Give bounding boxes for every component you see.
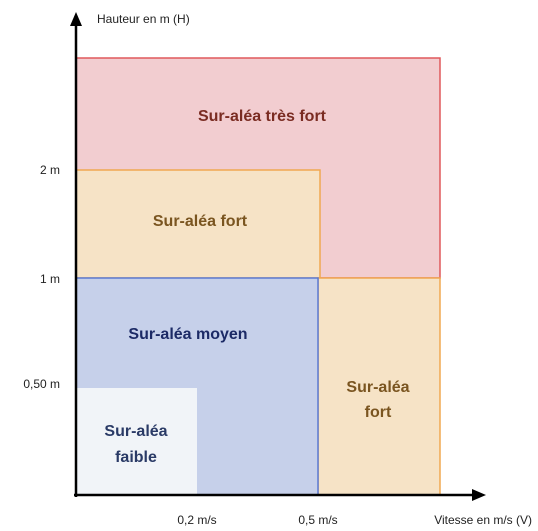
x-arrow — [472, 489, 486, 501]
zone-strong-top — [75, 169, 321, 279]
zone-label: faible — [115, 449, 157, 466]
x-tick-label: 0,5 m/s — [298, 513, 337, 527]
y-axis-label: Hauteur en m (H) — [97, 12, 190, 26]
zone-label: Sur-aléa moyen — [128, 326, 247, 343]
zone-label: Sur-aléa — [346, 379, 409, 396]
y-tick-label: 0,50 m — [23, 377, 60, 391]
y-arrow — [70, 12, 82, 26]
zone-label: Sur-aléa — [104, 423, 167, 440]
y-tick-label: 2 m — [40, 163, 60, 177]
zone-label: Sur-aléa fort — [153, 213, 248, 230]
zone-low — [76, 388, 197, 495]
zone-label: fort — [365, 404, 392, 421]
x-tick-label: 0,2 m/s — [177, 513, 216, 527]
y-tick-label: 1 m — [40, 272, 60, 286]
x-axis-label: Vitesse en m/s (V) — [434, 513, 532, 527]
zone-label: Sur-aléa très fort — [198, 108, 327, 125]
zone-strong-right — [317, 277, 441, 496]
